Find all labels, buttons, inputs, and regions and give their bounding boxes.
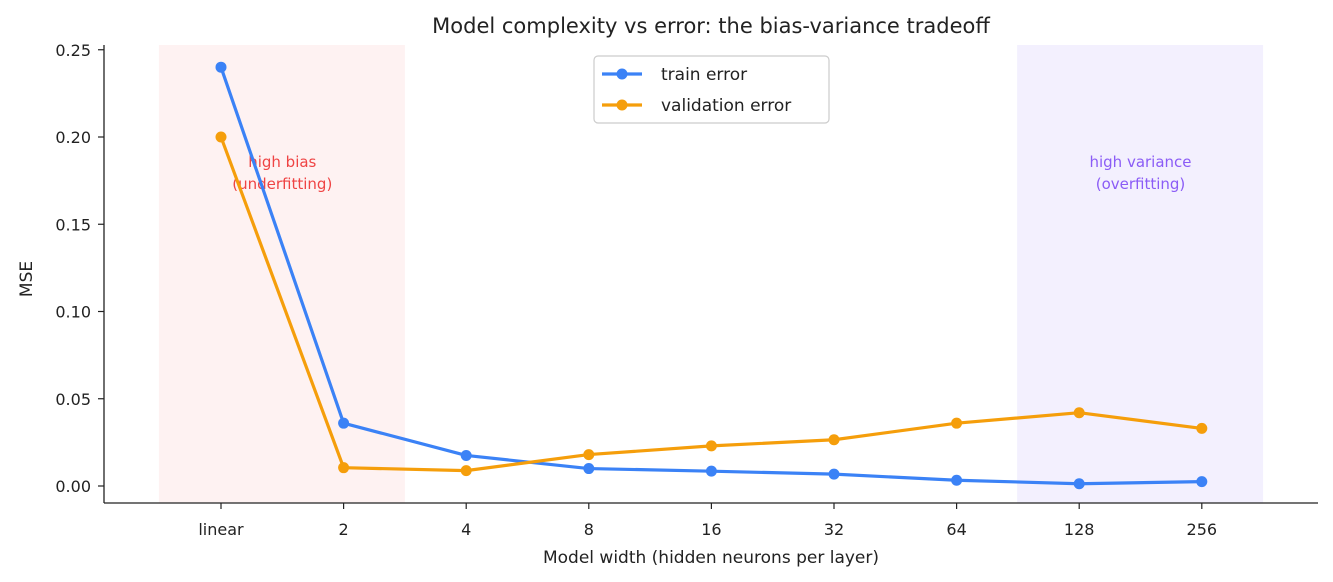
train-error-point — [828, 468, 840, 480]
y-tick-label: 0.05 — [55, 390, 91, 409]
chart-title: Model complexity vs error: the bias-vari… — [432, 14, 990, 38]
train-error-point — [951, 474, 963, 486]
high-variance-region — [1017, 45, 1264, 503]
y-tick-label: 0.00 — [55, 477, 91, 496]
x-tick-label: 64 — [946, 520, 966, 539]
y-axis-label: MSE — [17, 261, 37, 297]
y-ticks: 0.00 0.05 0.10 0.15 0.20 0.25 — [55, 41, 104, 496]
validation-error-point — [1073, 407, 1085, 419]
x-tick-label: 2 — [339, 520, 349, 539]
validation-error-point — [828, 434, 840, 446]
y-tick-label: 0.15 — [55, 215, 91, 234]
series-group — [215, 61, 1208, 490]
train-error-point — [338, 417, 350, 429]
validation-error-point — [460, 465, 472, 477]
train-error-point — [460, 449, 472, 461]
train-error-point — [1073, 478, 1085, 490]
train-error-point — [705, 465, 717, 477]
x-tick-label: 256 — [1187, 520, 1218, 539]
legend-train-error-label: train error — [661, 65, 747, 85]
train-error-point — [1196, 476, 1208, 488]
y-tick-label: 0.25 — [55, 41, 91, 60]
validation-error-point — [951, 417, 963, 429]
validation-error-point — [215, 131, 227, 143]
validation-error-point — [583, 449, 595, 461]
shaded-regions: high bias (underfitting) high variance (ove… — [158, 45, 1264, 503]
x-tick-label: 4 — [461, 520, 471, 539]
validation-error-point — [1196, 422, 1208, 434]
x-axis-label: Model width (hidden neurons per layer) — [543, 548, 879, 568]
high-variance-region-label: (overfitting) — [1096, 175, 1186, 193]
legend-box — [593, 55, 830, 124]
x-ticks: linear 2 4 8 16 32 64 128 256 — [198, 503, 1217, 539]
validation-error-point — [338, 462, 350, 474]
x-tick-label: 128 — [1064, 520, 1095, 539]
high-bias-region-label: (underfitting) — [232, 175, 332, 193]
high-variance-region-label: high variance — [1089, 153, 1191, 171]
x-tick-label: 16 — [701, 520, 721, 539]
x-tick-label: 32 — [824, 520, 844, 539]
x-tick-label: 8 — [584, 520, 594, 539]
high-bias-region-label: high bias — [248, 153, 316, 171]
train-error-point — [583, 463, 595, 475]
train-error-point — [215, 61, 227, 73]
high-bias-region — [159, 45, 405, 503]
legend-validation-error-marker — [616, 99, 628, 111]
x-tick-label: linear — [198, 520, 244, 539]
validation-error-point — [705, 440, 717, 452]
legend-train-error-marker — [616, 68, 628, 80]
legend-validation-error-label: validation error — [661, 96, 791, 116]
legend: train error validation error — [593, 55, 830, 124]
y-tick-label: 0.20 — [55, 128, 91, 147]
y-tick-label: 0.10 — [55, 303, 91, 322]
